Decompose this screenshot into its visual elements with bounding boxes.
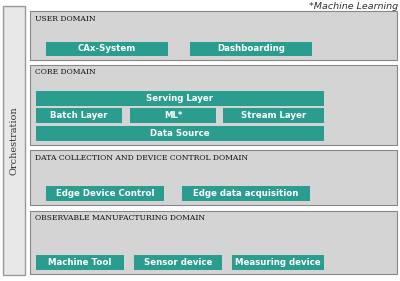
FancyBboxPatch shape bbox=[232, 255, 324, 270]
Text: Measuring device: Measuring device bbox=[235, 258, 321, 267]
Text: Orchestration: Orchestration bbox=[10, 106, 19, 175]
Text: DATA COLLECTION AND DEVICE CONTROL DOMAIN: DATA COLLECTION AND DEVICE CONTROL DOMAI… bbox=[35, 154, 248, 162]
Text: ML*: ML* bbox=[164, 111, 182, 120]
Text: Edge data acquisition: Edge data acquisition bbox=[193, 189, 299, 198]
FancyBboxPatch shape bbox=[30, 150, 397, 205]
FancyBboxPatch shape bbox=[134, 255, 222, 270]
FancyBboxPatch shape bbox=[46, 186, 164, 201]
Text: OBSERVABLE MANUFACTURING DOMAIN: OBSERVABLE MANUFACTURING DOMAIN bbox=[35, 214, 205, 222]
FancyBboxPatch shape bbox=[36, 126, 324, 140]
FancyBboxPatch shape bbox=[36, 108, 122, 123]
FancyBboxPatch shape bbox=[46, 42, 168, 56]
FancyBboxPatch shape bbox=[36, 255, 124, 270]
Text: *Machine Learning: *Machine Learning bbox=[309, 2, 398, 11]
Text: Data Source: Data Source bbox=[150, 129, 210, 138]
FancyBboxPatch shape bbox=[3, 6, 25, 275]
FancyBboxPatch shape bbox=[30, 211, 397, 274]
FancyBboxPatch shape bbox=[30, 65, 397, 145]
FancyBboxPatch shape bbox=[190, 42, 312, 56]
Text: Batch Layer: Batch Layer bbox=[50, 111, 108, 120]
FancyBboxPatch shape bbox=[182, 186, 310, 201]
Text: Sensor device: Sensor device bbox=[144, 258, 212, 267]
Text: Dashboarding: Dashboarding bbox=[217, 44, 285, 53]
Text: USER DOMAIN: USER DOMAIN bbox=[35, 15, 96, 23]
Text: Stream Layer: Stream Layer bbox=[241, 111, 306, 120]
Text: Edge Device Control: Edge Device Control bbox=[56, 189, 154, 198]
FancyBboxPatch shape bbox=[36, 91, 324, 106]
Text: CAx-System: CAx-System bbox=[78, 44, 136, 53]
FancyBboxPatch shape bbox=[223, 108, 324, 123]
Text: CORE DOMAIN: CORE DOMAIN bbox=[35, 68, 96, 76]
FancyBboxPatch shape bbox=[30, 11, 397, 60]
FancyBboxPatch shape bbox=[130, 108, 216, 123]
Text: Machine Tool: Machine Tool bbox=[48, 258, 112, 267]
Text: Serving Layer: Serving Layer bbox=[146, 94, 214, 103]
